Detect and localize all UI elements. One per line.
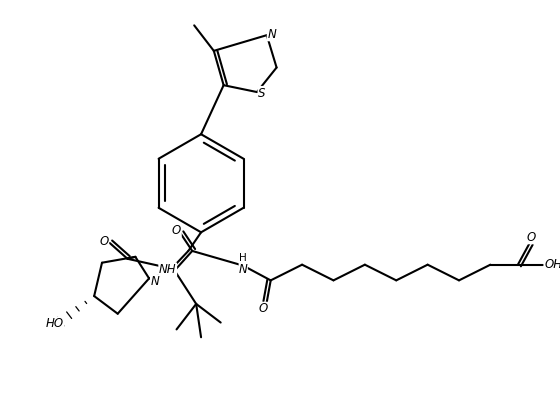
Text: H: H [239,253,247,263]
Text: N: N [151,275,160,288]
Text: N: N [239,263,248,276]
Text: S: S [258,87,265,100]
Text: O: O [258,302,268,315]
Text: O: O [99,235,109,248]
Text: O: O [527,231,536,244]
Text: N: N [267,28,276,41]
Text: NH: NH [159,263,176,276]
Text: O: O [172,224,181,237]
Text: OH: OH [544,258,560,271]
Text: HO: HO [46,317,64,330]
